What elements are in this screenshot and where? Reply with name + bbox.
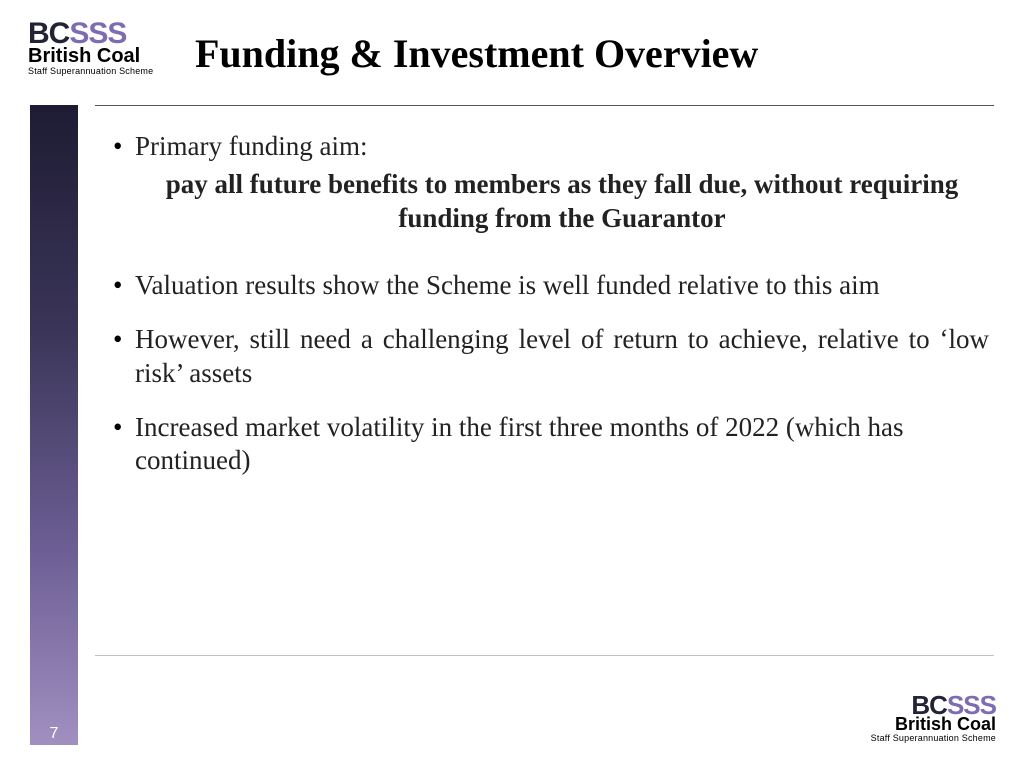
logo-top-left: BCSSS British Coal Staff Superannuation … (28, 20, 153, 76)
logo-subtitle: Staff Superannuation Scheme (28, 66, 153, 76)
divider-top (95, 105, 994, 106)
divider-bottom (95, 655, 994, 656)
list-item: Increased market volatility in the first… (105, 411, 989, 479)
logo-acronym: BCSSS (28, 20, 153, 48)
bullet-text: Primary funding aim: (135, 131, 367, 161)
slide: 7 BCSSS British Coal Staff Superannuatio… (0, 0, 1024, 768)
page-number: 7 (30, 725, 78, 743)
content-area: Primary funding aim: pay all future bene… (105, 130, 989, 498)
logo-subtitle: Staff Superannuation Scheme (871, 733, 996, 743)
bullet-text: However, still need a challenging level … (135, 324, 989, 388)
logo-bottom-right: BCSSS British Coal Staff Superannuation … (871, 693, 996, 743)
list-item: Valuation results show the Scheme is wel… (105, 269, 989, 303)
bullet-text: Valuation results show the Scheme is wel… (135, 270, 880, 300)
logo-org-name: British Coal (871, 715, 996, 733)
sidebar-gradient (30, 105, 78, 745)
logo-org-name: British Coal (28, 46, 153, 66)
bullet-text: Increased market volatility in the first… (135, 412, 904, 476)
bullet-emphasis: pay all future benefits to members as th… (135, 164, 989, 250)
page-title: Funding & Investment Overview (195, 30, 758, 77)
bullet-list: Primary funding aim: pay all future bene… (105, 130, 989, 478)
list-item: Primary funding aim: pay all future bene… (105, 130, 989, 249)
list-item: However, still need a challenging level … (105, 323, 989, 391)
